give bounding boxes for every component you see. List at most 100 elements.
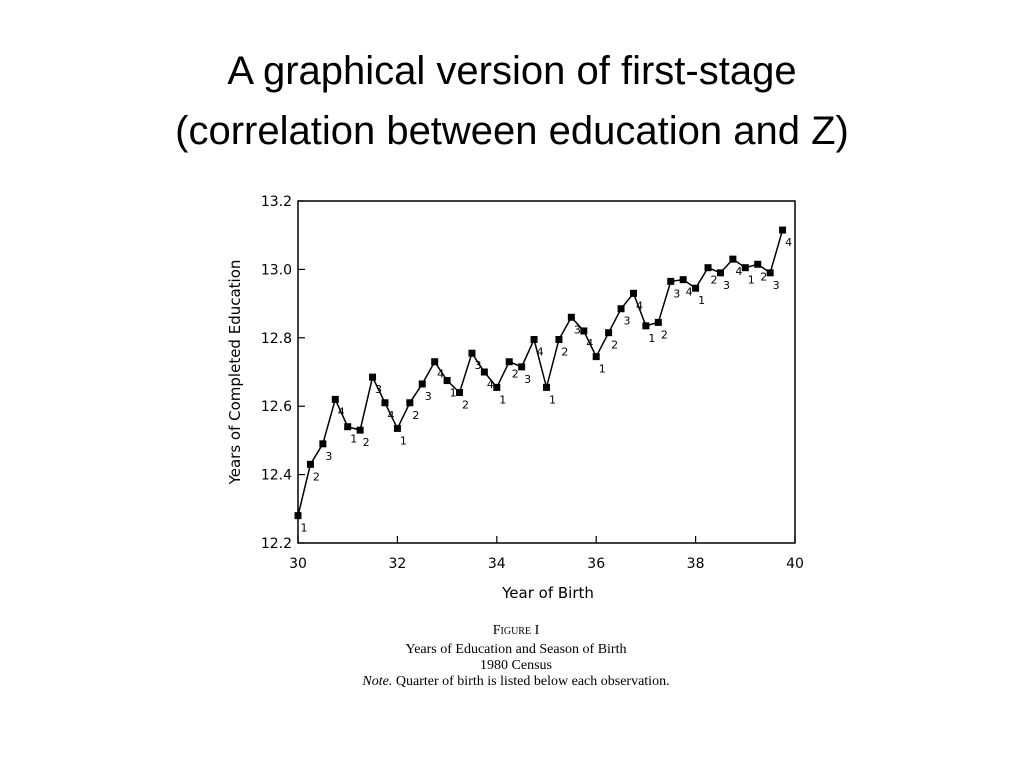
data-point <box>468 349 476 357</box>
y-tick-label: 12.8 <box>261 331 292 347</box>
data-point <box>331 395 339 403</box>
point-label: 3 <box>375 383 382 396</box>
x-tick-label: 36 <box>587 556 605 572</box>
data-point <box>356 426 364 434</box>
data-point <box>729 255 737 263</box>
data-point <box>344 423 352 431</box>
data-point <box>393 424 401 432</box>
y-tick-label: 12.6 <box>261 399 292 415</box>
point-label: 4 <box>437 368 444 381</box>
point-label: 1 <box>350 433 357 446</box>
data-point <box>431 358 439 366</box>
point-label: 3 <box>524 373 531 386</box>
point-label: 3 <box>624 315 631 328</box>
data-point <box>642 322 650 330</box>
data-point <box>518 363 526 371</box>
point-label: 1 <box>648 332 655 345</box>
point-label: 1 <box>400 434 407 447</box>
data-point <box>555 336 563 344</box>
data-point <box>754 260 762 268</box>
data-point <box>480 368 488 376</box>
note-text: Quarter of birth is listed below each ob… <box>396 674 670 689</box>
plot-frame <box>297 200 796 544</box>
data-point <box>692 284 700 292</box>
data-point <box>406 399 414 407</box>
point-label: 3 <box>673 287 680 300</box>
data-line <box>297 229 784 516</box>
data-point <box>319 440 327 448</box>
point-label: 4 <box>686 286 693 299</box>
point-label: 1 <box>748 274 755 287</box>
data-point <box>617 305 625 313</box>
point-label: 2 <box>512 368 519 381</box>
point-label: 4 <box>586 337 593 350</box>
point-label: 2 <box>363 436 370 449</box>
point-label: 2 <box>412 409 419 422</box>
data-point <box>741 264 749 272</box>
point-label: 1 <box>599 363 606 376</box>
point-label: 3 <box>574 323 581 336</box>
point-label: 3 <box>723 279 730 292</box>
point-label: 2 <box>661 328 668 341</box>
point-label: 2 <box>760 270 767 283</box>
figure-label: Figure I <box>493 623 540 638</box>
point-label: 1 <box>549 393 556 406</box>
data-point <box>629 289 637 297</box>
x-tick-label: 34 <box>488 556 506 572</box>
data-point <box>580 327 588 335</box>
point-label: 1 <box>450 387 457 400</box>
data-point <box>654 318 662 326</box>
y-tick-label: 13.0 <box>261 262 292 278</box>
y-axis-label: Years of Completed Education <box>226 260 244 486</box>
point-label: 4 <box>735 265 742 278</box>
note-label: Note. <box>361 674 392 689</box>
point-label: 3 <box>474 359 481 372</box>
data-point <box>779 226 787 234</box>
point-label: 3 <box>773 279 780 292</box>
data-point <box>567 313 575 321</box>
data-point <box>543 383 550 391</box>
y-tick-label: 12.2 <box>261 536 292 552</box>
caption-note: Note. Quarter of birth is listed below e… <box>361 674 669 689</box>
data-point <box>716 269 724 277</box>
x-tick-label: 40 <box>786 556 804 572</box>
x-tick-label: 30 <box>289 556 307 572</box>
data-point <box>530 336 538 344</box>
data-point <box>306 460 314 468</box>
data-point <box>381 399 389 407</box>
data-point <box>667 277 675 285</box>
point-label: 4 <box>487 378 494 391</box>
data-point <box>605 329 613 337</box>
x-axis-label: Year of Birth <box>501 584 594 602</box>
data-point <box>505 358 513 366</box>
y-tick-label: 12.4 <box>261 468 292 484</box>
data-point <box>704 264 712 272</box>
slide-title: (correlation between education and Z) <box>175 109 849 153</box>
point-label: 4 <box>387 409 394 422</box>
point-label: 1 <box>301 522 308 535</box>
x-tick-label: 38 <box>687 556 705 572</box>
point-label: 4 <box>636 299 643 312</box>
data-point <box>679 276 687 284</box>
point-label: 3 <box>325 450 332 463</box>
caption-line: Years of Education and Season of Birth <box>406 642 627 657</box>
point-label: 1 <box>499 393 506 406</box>
data-point <box>443 377 451 385</box>
data-point <box>294 512 302 520</box>
data-point <box>493 383 501 391</box>
data-point <box>592 353 600 361</box>
data-point <box>766 269 774 277</box>
point-label: 4 <box>537 346 544 359</box>
point-label: 2 <box>313 470 320 483</box>
point-label: 4 <box>785 236 792 249</box>
data-point <box>456 389 464 397</box>
caption-line: 1980 Census <box>480 658 552 673</box>
data-point <box>369 373 377 381</box>
slide-title: A graphical version of first-stage <box>227 49 796 93</box>
point-label: 2 <box>561 346 568 359</box>
point-label: 2 <box>711 274 718 287</box>
point-label: 1 <box>698 294 705 307</box>
y-tick-label: 13.2 <box>261 194 292 210</box>
point-label: 4 <box>338 405 345 418</box>
